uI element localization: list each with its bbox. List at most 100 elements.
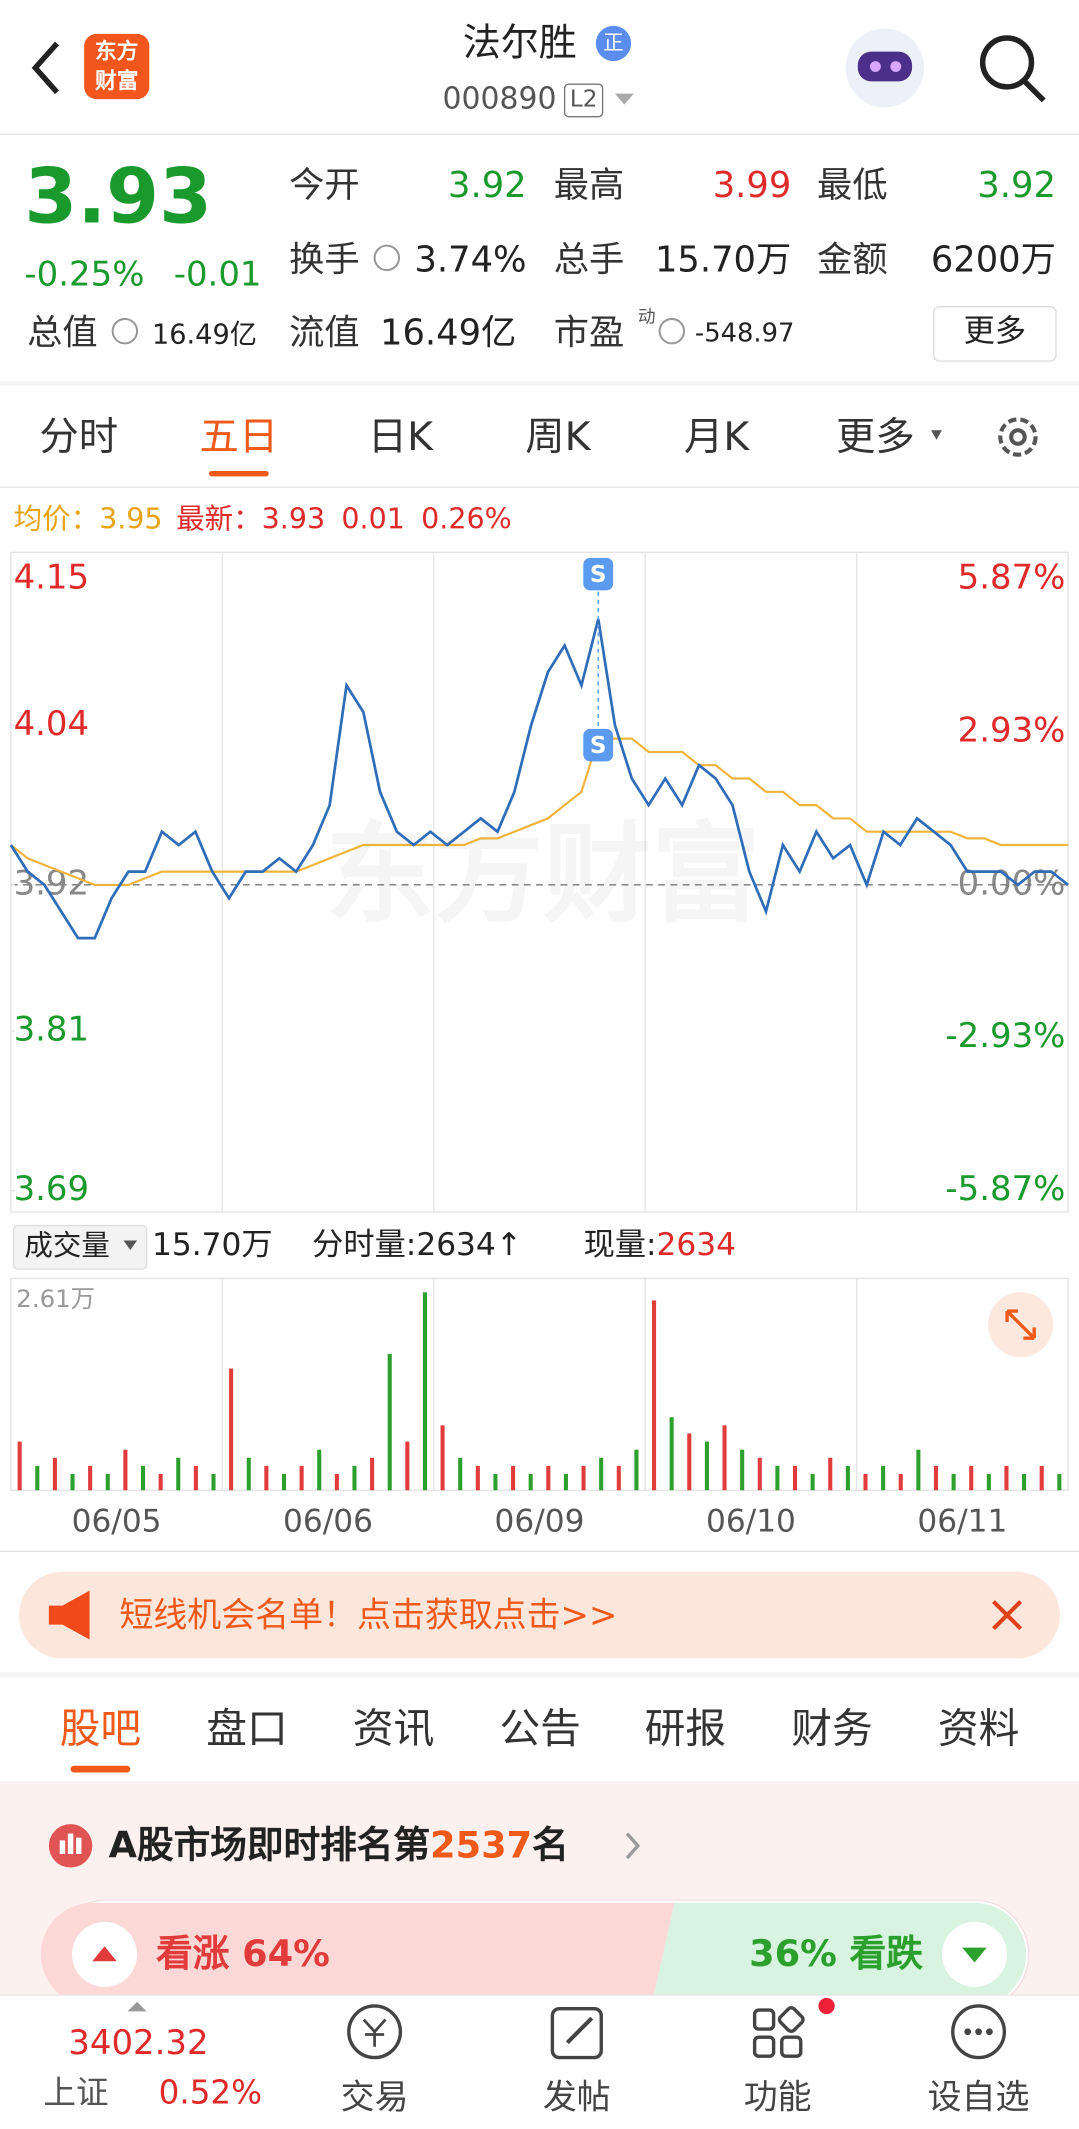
y-tick-label: 3.81 bbox=[14, 1011, 90, 1050]
volume-bar bbox=[792, 1465, 798, 1491]
date-label: 06/10 bbox=[705, 1504, 796, 1540]
post-icon[interactable] bbox=[550, 2007, 603, 2060]
volume-bar bbox=[933, 1465, 939, 1491]
volume-bar bbox=[863, 1474, 868, 1491]
badge bbox=[595, 25, 632, 62]
index-value[interactable]: 3402.32 bbox=[68, 2022, 209, 2063]
volume-total: 15.70万 bbox=[152, 1227, 273, 1263]
signal-text: S bbox=[590, 733, 607, 759]
section-tab[interactable]: 资讯 bbox=[352, 1706, 435, 1754]
volume-bar bbox=[757, 1457, 762, 1491]
tab[interactable]: 日K bbox=[367, 413, 433, 460]
dropdown[interactable] bbox=[614, 93, 634, 105]
tab[interactable]: 周K bbox=[525, 413, 591, 460]
date-label: 06/05 bbox=[71, 1504, 162, 1540]
logo[interactable] bbox=[84, 33, 150, 100]
rank-suffix: 名 bbox=[532, 1824, 569, 1867]
rank-prefix: A股市场即时排名第 bbox=[108, 1824, 431, 1867]
volume-bar bbox=[845, 1465, 850, 1491]
back-icon[interactable] bbox=[31, 41, 60, 95]
date-label: 06/11 bbox=[917, 1504, 1008, 1540]
stat-value: 3.99 bbox=[712, 165, 792, 207]
stat-value: 6200万 bbox=[930, 240, 1056, 281]
volume-bar bbox=[440, 1425, 445, 1491]
volume-bar bbox=[599, 1457, 604, 1491]
last-change: 0.01 bbox=[341, 502, 405, 536]
date-label: 06/09 bbox=[494, 1504, 585, 1540]
volume-bar bbox=[493, 1474, 498, 1491]
stat-label: 最低 bbox=[817, 165, 888, 207]
bull-bar[interactable] bbox=[40, 1902, 675, 2006]
stat-label: 今开 bbox=[289, 165, 360, 207]
section-tab[interactable]: 财务 bbox=[791, 1706, 873, 1754]
avg-label: 均价： bbox=[13, 502, 100, 536]
volume-bar bbox=[246, 1457, 251, 1491]
last-label: 最新： bbox=[176, 502, 262, 536]
volume-bar bbox=[334, 1474, 339, 1491]
more-button[interactable] bbox=[933, 306, 1057, 362]
more-button-label[interactable]: 更多 bbox=[963, 314, 1027, 350]
volume-bar bbox=[387, 1353, 392, 1491]
tab[interactable]: 月K bbox=[684, 413, 750, 460]
signal-text: S bbox=[590, 562, 607, 588]
volume-bar bbox=[229, 1368, 234, 1491]
watchlist-icon[interactable] bbox=[951, 2004, 1007, 2060]
volume-bar bbox=[881, 1465, 886, 1491]
section-tab[interactable]: 股吧 bbox=[59, 1706, 142, 1754]
close-icon[interactable] bbox=[992, 1600, 1023, 1631]
section-tab[interactable]: 盘口 bbox=[206, 1706, 288, 1754]
volume-bar bbox=[634, 1449, 639, 1491]
volume-bar bbox=[951, 1474, 956, 1491]
footer-item[interactable]: 功能 bbox=[743, 2077, 812, 2117]
volume-bar bbox=[546, 1465, 551, 1491]
bear-label[interactable]: 36% 看跌 bbox=[749, 1933, 923, 1976]
section-tab[interactable]: 研报 bbox=[644, 1706, 727, 1754]
y2-tick-label: 0.00% bbox=[958, 864, 1066, 903]
section-tab[interactable]: 资料 bbox=[937, 1706, 1020, 1754]
tab[interactable]: 五日 bbox=[199, 413, 279, 460]
last-pct: 0.26% bbox=[421, 502, 512, 536]
stat-label: 市盈 bbox=[553, 313, 625, 355]
change: -0.01 bbox=[173, 254, 262, 294]
banner-text[interactable]: 短线机会名单！点击获取点击>> bbox=[119, 1595, 618, 1635]
banner[interactable] bbox=[19, 1571, 1060, 1659]
volume-bar bbox=[299, 1465, 304, 1491]
y-tick-label: 4.04 bbox=[14, 705, 90, 744]
y2-tick-label: 2.93% bbox=[958, 712, 1066, 751]
trade-icon[interactable] bbox=[347, 2004, 403, 2060]
section-tab[interactable]: 公告 bbox=[499, 1706, 581, 1754]
last-value: 3.93 bbox=[261, 502, 326, 536]
bull-label[interactable]: 看涨 64% bbox=[156, 1933, 330, 1976]
footer-item[interactable]: 设自选 bbox=[927, 2077, 1030, 2117]
volume-bar bbox=[775, 1465, 780, 1491]
volume-bar bbox=[528, 1474, 533, 1491]
level-box bbox=[563, 83, 604, 118]
volume-bar bbox=[281, 1474, 287, 1491]
volume-bar bbox=[105, 1474, 110, 1491]
tab[interactable]: 更多 bbox=[836, 413, 915, 460]
volume-bar bbox=[652, 1300, 657, 1491]
now-label: 现量: bbox=[583, 1227, 657, 1263]
y2-tick-label: -2.93% bbox=[945, 1017, 1065, 1056]
volume-bar bbox=[352, 1465, 357, 1491]
price: 3.93 bbox=[24, 153, 212, 242]
rank[interactable]: A股市场即时排名第 2537 名 bbox=[109, 1828, 569, 1865]
volume-bar bbox=[176, 1457, 181, 1491]
search-icon[interactable] bbox=[979, 35, 1035, 90]
footer-item[interactable]: 发帖 bbox=[542, 2077, 611, 2117]
footer-item[interactable]: 交易 bbox=[340, 2077, 409, 2117]
volume-bar bbox=[52, 1457, 57, 1491]
bear-bar[interactable] bbox=[651, 1902, 1027, 2006]
function-icon[interactable] bbox=[752, 2006, 805, 2058]
stat-label: 金额 bbox=[817, 240, 888, 281]
volume-bar bbox=[317, 1449, 322, 1491]
volume-bar bbox=[1039, 1465, 1044, 1491]
change-pct: -0.25% bbox=[24, 254, 145, 294]
settings-icon[interactable] bbox=[998, 417, 1038, 457]
volume-bar bbox=[70, 1474, 75, 1491]
tab[interactable]: 分时 bbox=[39, 413, 119, 460]
volume-bar bbox=[616, 1465, 621, 1491]
volume-selector[interactable]: 成交量 bbox=[24, 1228, 110, 1262]
